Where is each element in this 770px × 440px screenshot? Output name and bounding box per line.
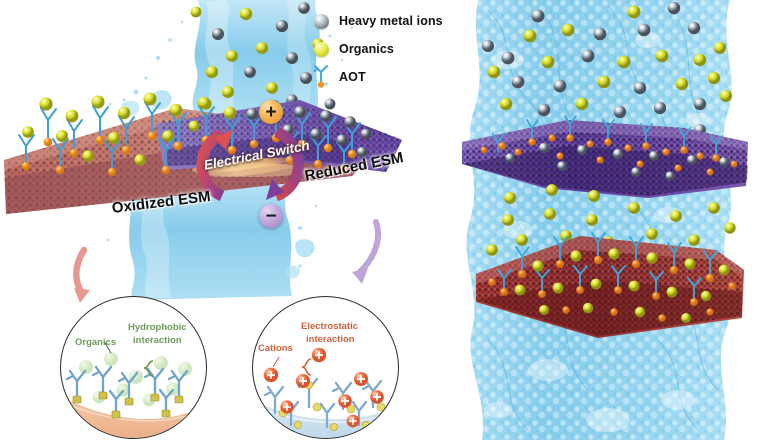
label-electrical-switch: Electrical Switch xyxy=(202,137,311,173)
aot-head-groups xyxy=(278,380,386,432)
upper-zone-particles xyxy=(482,1,732,138)
inset-left-label-hydrophobic-line2: interaction xyxy=(133,335,182,346)
electrostatic-interaction-inset: Cations Electrostatic interaction xyxy=(252,296,399,439)
inset-left-label-organics: Organics xyxy=(75,337,117,348)
arrow-to-left-inset xyxy=(73,246,90,303)
label-reduced-esm: Reduced ESM xyxy=(303,149,405,185)
brace-icon xyxy=(143,360,154,377)
aot-molecule-icon xyxy=(312,65,330,88)
legend-label-aot: AOT xyxy=(339,70,366,84)
arrow-to-right-inset xyxy=(352,219,381,284)
inset-right-label-cations: Cations xyxy=(258,343,293,354)
brace-icon xyxy=(301,358,312,376)
legend-item-aot: AOT xyxy=(312,64,472,90)
reduced-membrane-right xyxy=(462,115,748,198)
legend: Heavy metal ions Organics AOT xyxy=(312,8,472,92)
water-column xyxy=(466,0,732,440)
positive-charge-badge: + xyxy=(259,100,283,124)
cation-particles xyxy=(263,347,384,428)
sphere-gray-icon xyxy=(312,12,330,30)
organics-on-oxidized xyxy=(22,92,237,166)
membrane-stack-render xyxy=(462,0,748,440)
legend-item-heavy-metal-ions: Heavy metal ions xyxy=(312,8,472,34)
inset-right-label-electrostatic-line2: interaction xyxy=(306,334,355,345)
legend-item-organics: Organics xyxy=(312,36,472,62)
aot-anchor-squares xyxy=(72,391,184,419)
legend-label-organics: Organics xyxy=(339,42,394,56)
negative-charge-badge: − xyxy=(259,204,283,228)
inset-left-label-hydrophobic-line1: Hydrophobic xyxy=(128,322,187,333)
aot-molecules xyxy=(65,365,189,414)
legend-label-heavy-metal-ions: Heavy metal ions xyxy=(339,14,443,28)
sphere-yellow-icon xyxy=(312,40,330,58)
inset-right-label-electrostatic-line1: Electrostatic xyxy=(301,321,359,332)
leader-line xyxy=(272,356,280,368)
leader-line xyxy=(103,340,112,354)
label-oxidized-esm: Oxidized ESM xyxy=(110,187,212,217)
hydrophobic-interaction-inset: Organics Hydrophobic interaction xyxy=(60,296,207,439)
